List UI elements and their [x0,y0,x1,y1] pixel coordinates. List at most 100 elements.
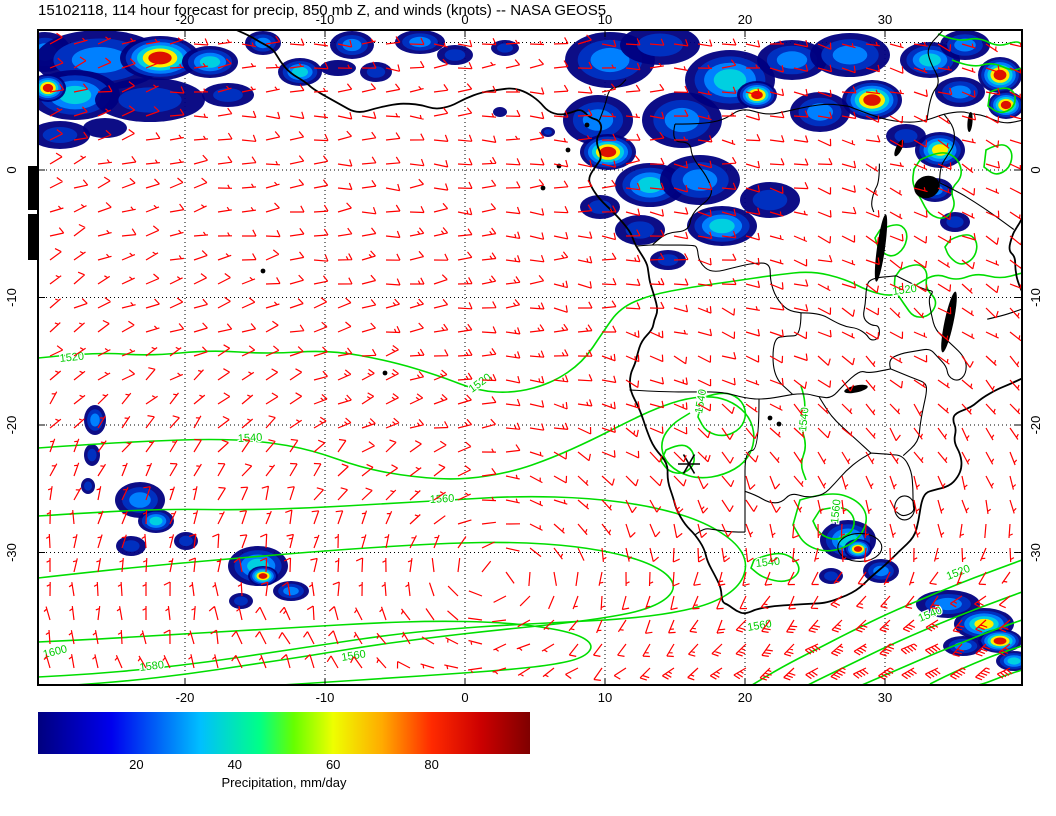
precip-cell [590,47,630,73]
lat-label-right: 0 [1028,166,1043,173]
height-contour [812,506,855,540]
lat-label-left: -30 [4,543,19,562]
lat-label-right: -20 [1028,416,1043,435]
height-contour [750,552,800,583]
lon-label-top: -20 [176,12,195,27]
lake [844,384,868,394]
height-contour [660,444,695,474]
country-border [926,30,943,121]
lon-label-bottom: 0 [461,690,468,705]
axes: -20 -20 -10 -10 0 0 10 10 20 20 30 30 0 0 -10 -10 -20 -20… [4,12,1043,705]
precip-cell [1007,657,1021,665]
colorbar-tick-label: 20 [129,757,144,772]
height-contours [38,33,1022,685]
plot-title: 15102118, 114 hour forecast for precip, … [38,2,607,19]
precip-cell [682,169,718,191]
lat-label-right: -30 [1028,543,1043,562]
lat-label-left: -10 [4,288,19,307]
precip-cell [71,47,129,73]
precip-cell [342,38,362,52]
lat-label-left: 0 [4,166,19,173]
height-contour [893,264,937,318]
country-border [744,452,872,504]
height-contour [929,645,1022,685]
country-border-ring [894,495,916,521]
precip-cell [148,51,172,65]
precip-cell [588,200,612,214]
island [584,122,590,128]
precip-cell [199,56,221,68]
map-layers: 1520152015401560156015801600156015401520… [38,30,1022,685]
plot-frame [37,29,1023,686]
coastlines-borders [234,30,1022,615]
precip-cell [283,586,299,596]
precip-cell [832,45,868,65]
colorbar-tick-label: 40 [227,757,243,772]
height-contour-1540 [807,591,1022,685]
lake [894,139,904,157]
precip-cell [709,218,735,234]
contour-label: 1580 [139,659,165,674]
height-contour-1540 [800,385,807,481]
precip-cell [497,43,513,53]
lat-label-right: -10 [1028,288,1043,307]
colorbar-ticks: 20 40 60 80 [38,757,530,773]
station-marker [682,454,696,474]
precip-layer [38,30,1022,671]
precip-cell [118,87,182,113]
country-border [870,452,915,517]
colorbar-tick-label: 60 [325,757,341,772]
precip-cell [776,51,808,69]
precip-cell [637,177,663,193]
lon-label-bottom: -10 [316,690,335,705]
precip-cell [213,88,243,102]
country-border [871,163,880,213]
grid-lines [38,30,1022,685]
edge-bar [28,166,37,210]
precip-cell [807,103,833,121]
precip-cell [444,49,466,61]
height-contour-1560 [38,495,747,678]
lon-label-bottom: 20 [738,690,752,705]
height-contour [944,234,978,265]
lake [874,214,888,282]
edge-bar [28,214,37,260]
precip-cell [122,540,140,552]
height-contour-1600 [38,620,592,685]
lat-label-left: -20 [4,416,19,435]
precip-cell [625,221,655,239]
lon-label-top: 0 [461,12,468,27]
contour-label: 1560 [430,493,455,506]
country-border [744,399,760,533]
precip-cell [292,66,308,78]
precip-cell [90,413,100,427]
lake [967,112,973,132]
precip-cell [129,492,151,508]
lon-label-top: -10 [316,12,335,27]
country-border [890,368,928,457]
forecast-map: 1520152015401560156015801600156015401520… [4,12,1043,705]
contour-label: 1540 [238,432,263,445]
country-border-ring [837,532,883,562]
colorbar-tick-label: 80 [424,757,439,772]
height-contour-1520 [751,559,1022,685]
contour-label: 1540 [755,555,781,569]
lake [941,291,957,353]
precip-cell [946,216,964,228]
country-border [848,105,1022,124]
lon-label-top: 10 [598,12,612,27]
country-border [637,244,802,314]
precip-cell [664,107,700,133]
precip-cell [544,129,552,135]
east-coastline [1008,215,1022,294]
height-contour [951,59,1022,71]
height-contour-1540 [38,396,755,480]
precip-cell [752,189,788,211]
height-contour-1580 [38,541,675,685]
precip-cell [234,596,248,606]
country-border [792,368,891,399]
island [565,147,571,153]
country-border [674,103,849,125]
precip-cell [87,448,97,462]
country-border [889,275,967,381]
